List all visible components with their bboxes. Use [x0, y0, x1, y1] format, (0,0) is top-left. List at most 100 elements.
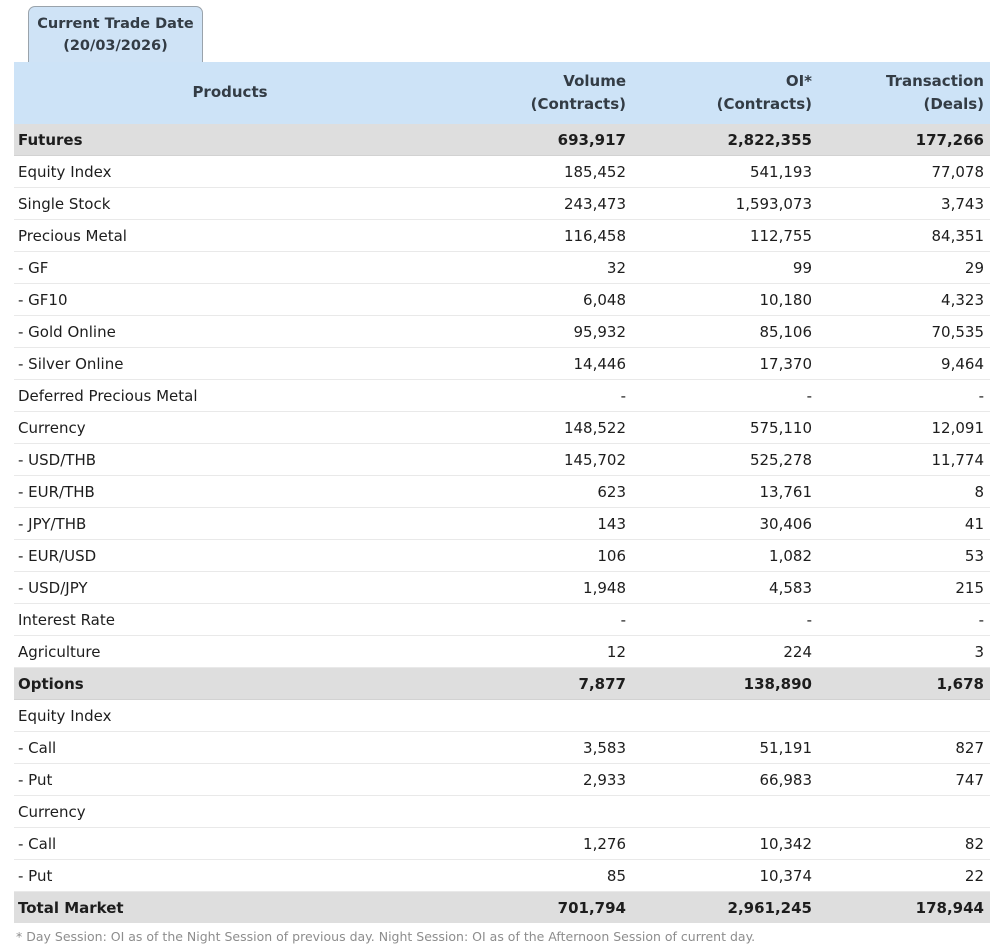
row-value-volume: 32 [446, 251, 632, 284]
row-value-oi: 66,983 [632, 763, 818, 796]
table-row: Deferred Precious Metal - - - [14, 379, 990, 412]
row-label: Precious Metal [14, 219, 446, 252]
row-value-oi: 541,193 [632, 155, 818, 188]
row-label: Agriculture [14, 635, 446, 668]
row-value-oi: 1,593,073 [632, 187, 818, 220]
table-row: - Put 2,933 66,983 747 [14, 763, 990, 796]
row-value-transaction: 9,464 [818, 347, 990, 380]
row-label: Currency [14, 411, 446, 444]
table-row: - EUR/USD 106 1,082 53 [14, 539, 990, 572]
row-label: Total Market [14, 891, 446, 923]
row-value-oi [632, 699, 818, 732]
column-header-volume-title: Volume [563, 71, 626, 90]
row-value-transaction: 4,323 [818, 283, 990, 316]
row-value-volume: - [446, 603, 632, 636]
row-label: - USD/THB [14, 443, 446, 476]
table-row: - GF 32 99 29 [14, 251, 990, 284]
row-label: - GF [14, 251, 446, 284]
row-value-oi: 85,106 [632, 315, 818, 348]
row-value-transaction: 747 [818, 763, 990, 796]
table-row: - JPY/THB 143 30,406 41 [14, 507, 990, 540]
table-footnote: * Day Session: OI as of the Night Sessio… [16, 929, 756, 944]
table-row: - USD/JPY 1,948 4,583 215 [14, 571, 990, 604]
row-value-oi: 99 [632, 251, 818, 284]
row-value-oi: 2,822,355 [632, 124, 818, 156]
row-value-volume: 7,877 [446, 667, 632, 700]
table-row: - EUR/THB 623 13,761 8 [14, 475, 990, 508]
row-value-volume: 701,794 [446, 891, 632, 923]
column-header-volume-unit: (Contracts) [530, 95, 626, 113]
row-value-transaction: 53 [818, 539, 990, 572]
row-value-oi: 4,583 [632, 571, 818, 604]
row-value-transaction: 11,774 [818, 443, 990, 476]
row-value-oi: 13,761 [632, 475, 818, 508]
row-value-volume: 1,948 [446, 571, 632, 604]
row-value-oi: 224 [632, 635, 818, 668]
row-value-volume: 85 [446, 859, 632, 892]
row-value-transaction: - [818, 379, 990, 412]
row-label: - Call [14, 731, 446, 764]
row-value-oi: 575,110 [632, 411, 818, 444]
row-label: - Put [14, 859, 446, 892]
row-value-volume: 3,583 [446, 731, 632, 764]
row-label: - Put [14, 763, 446, 796]
row-value-oi: 112,755 [632, 219, 818, 252]
row-value-transaction [818, 699, 990, 732]
column-header-oi: OI* (Contracts) [632, 62, 818, 124]
row-value-oi [632, 795, 818, 828]
row-label: - Gold Online [14, 315, 446, 348]
row-value-volume: 106 [446, 539, 632, 572]
row-value-volume: 95,932 [446, 315, 632, 348]
row-value-transaction: 3 [818, 635, 990, 668]
row-label: - GF10 [14, 283, 446, 316]
row-value-oi: 10,374 [632, 859, 818, 892]
row-label: - Call [14, 827, 446, 860]
row-label: Futures [14, 124, 446, 156]
tab-date: (20/03/2026) [63, 37, 168, 54]
row-value-transaction: 215 [818, 571, 990, 604]
table-row: - GF10 6,048 10,180 4,323 [14, 283, 990, 316]
table-row: - Gold Online 95,932 85,106 70,535 [14, 315, 990, 348]
row-label: Deferred Precious Metal [14, 379, 446, 412]
tab-title: Current Trade Date [37, 15, 194, 32]
row-label: - JPY/THB [14, 507, 446, 540]
row-value-volume: 6,048 [446, 283, 632, 316]
row-value-volume: 12 [446, 635, 632, 668]
row-value-transaction: 41 [818, 507, 990, 540]
row-label: - USD/JPY [14, 571, 446, 604]
table-row: Futures 693,917 2,822,355 177,266 [14, 124, 990, 156]
row-value-volume: 116,458 [446, 219, 632, 252]
row-value-transaction: 3,743 [818, 187, 990, 220]
column-header-oi-title: OI* [785, 71, 812, 90]
row-label: Options [14, 667, 446, 700]
table-row: - USD/THB 145,702 525,278 11,774 [14, 443, 990, 476]
row-value-transaction: 827 [818, 731, 990, 764]
column-header-transaction: Transaction (Deals) [818, 62, 990, 124]
table-row: Precious Metal 116,458 112,755 84,351 [14, 219, 990, 252]
row-value-transaction: 77,078 [818, 155, 990, 188]
table-row: Interest Rate - - - [14, 603, 990, 636]
tab-strip: Current Trade Date (20/03/2026) [0, 0, 1000, 64]
table-row: Equity Index [14, 699, 990, 732]
row-value-volume [446, 795, 632, 828]
row-value-volume: 148,522 [446, 411, 632, 444]
column-header-volume: Volume (Contracts) [446, 62, 632, 124]
row-value-volume: 14,446 [446, 347, 632, 380]
row-value-oi: 525,278 [632, 443, 818, 476]
column-header-products-title: Products [192, 83, 268, 102]
row-value-oi: 17,370 [632, 347, 818, 380]
row-value-volume: 2,933 [446, 763, 632, 796]
table-row: Options 7,877 138,890 1,678 [14, 667, 990, 700]
row-value-transaction: 177,266 [818, 124, 990, 156]
row-value-volume: 243,473 [446, 187, 632, 220]
table-row: Equity Index 185,452 541,193 77,078 [14, 155, 990, 188]
tab-current-trade-date[interactable]: Current Trade Date (20/03/2026) [28, 6, 203, 64]
column-header-transaction-title: Transaction [885, 71, 984, 90]
table-row: - Call 1,276 10,342 82 [14, 827, 990, 860]
statistics-table-wrapper: Products Volume (Contracts) OI* (Contrac… [14, 62, 990, 945]
table-row: - Silver Online 14,446 17,370 9,464 [14, 347, 990, 380]
row-label: Interest Rate [14, 603, 446, 636]
statistics-table: Products Volume (Contracts) OI* (Contrac… [14, 62, 990, 923]
row-label: Currency [14, 795, 446, 828]
table-row: Total Market 701,794 2,961,245 178,944 [14, 891, 990, 923]
